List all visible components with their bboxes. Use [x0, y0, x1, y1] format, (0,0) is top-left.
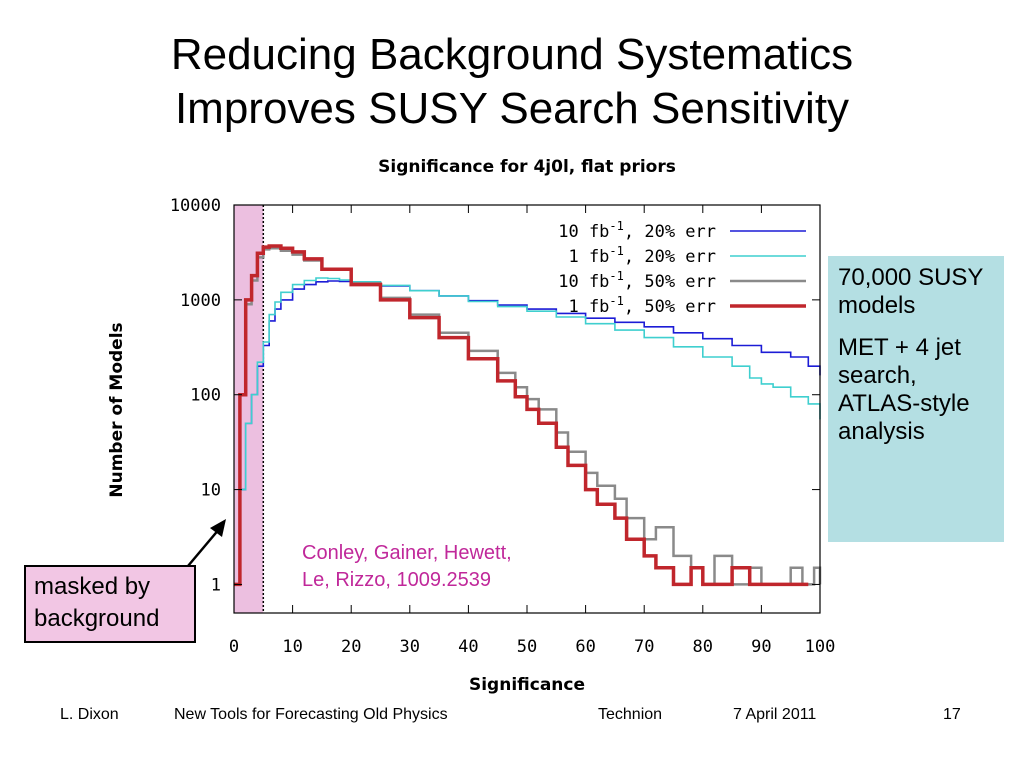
series-line-2: [234, 247, 822, 586]
x-tick-label-9: 90: [751, 637, 771, 657]
summary-note-box: 70,000 SUSY models MET + 4 jet search, A…: [828, 256, 1004, 542]
slide-title-line1: Reducing Background Systematics: [170, 30, 854, 79]
x-tick-label-3: 30: [400, 637, 420, 657]
series-line-3: [234, 244, 809, 587]
x-tick-label-0: 0: [229, 637, 239, 657]
footer-page-number: 17: [943, 706, 961, 723]
x-axis-label: Significance: [469, 675, 585, 695]
footer-author: L. Dixon: [60, 706, 119, 723]
citation: Conley, Gainer, Hewett, Le, Rizzo, 1009.…: [302, 540, 512, 594]
x-tick-label-1: 10: [282, 637, 302, 657]
masked-region-label: masked by background: [34, 573, 160, 632]
footer-venue: Technion: [598, 706, 663, 723]
y-tick-label-4: 10000: [170, 196, 221, 216]
footer-date: 7 April 2011: [733, 706, 817, 723]
search-description-note: MET + 4 jet search, ATLAS-style analysis: [838, 334, 970, 445]
x-tick-label-7: 70: [634, 637, 654, 657]
x-tick-label-5: 50: [517, 637, 537, 657]
legend-label-3: 1 fb-1, 50% err: [568, 294, 716, 317]
x-tick-label-2: 20: [341, 637, 361, 657]
y-tick-label-0: 1: [211, 575, 221, 595]
x-tick-label-8: 80: [693, 637, 713, 657]
masked-arrow-shaft: [187, 527, 221, 567]
series-line-1: [234, 277, 821, 586]
y-tick-label-2: 100: [190, 386, 221, 406]
legend-label-2: 10 fb-1, 50% err: [558, 269, 716, 292]
masked-region-callout: masked by background: [24, 565, 196, 643]
slide-title-line2: Improves SUSY Search Sensitivity: [174, 84, 850, 133]
y-axis-label: Number of Models: [107, 322, 127, 497]
legend-label-0: 10 fb-1, 20% err: [558, 219, 716, 242]
legend-label-1: 1 fb-1, 20% err: [568, 244, 716, 267]
models-count-note: 70,000 SUSY models: [838, 264, 983, 319]
citation-line2: Le, Rizzo, 1009.2539: [302, 569, 492, 591]
chart-title: Significance for 4j0l, flat priors: [378, 157, 676, 177]
y-tick-label-3: 1000: [180, 291, 221, 311]
slide-title: Reducing Background Systematics Improves…: [0, 28, 1024, 136]
x-tick-label-10: 100: [805, 637, 836, 657]
citation-line1: Conley, Gainer, Hewett,: [302, 542, 512, 564]
x-tick-label-6: 60: [575, 637, 595, 657]
x-tick-label-4: 40: [458, 637, 478, 657]
masked-arrow-head: [210, 519, 226, 537]
series-line-0: [234, 280, 821, 586]
y-tick-label-1: 10: [201, 481, 221, 501]
footer-talk-title: New Tools for Forecasting Old Physics: [174, 706, 448, 723]
